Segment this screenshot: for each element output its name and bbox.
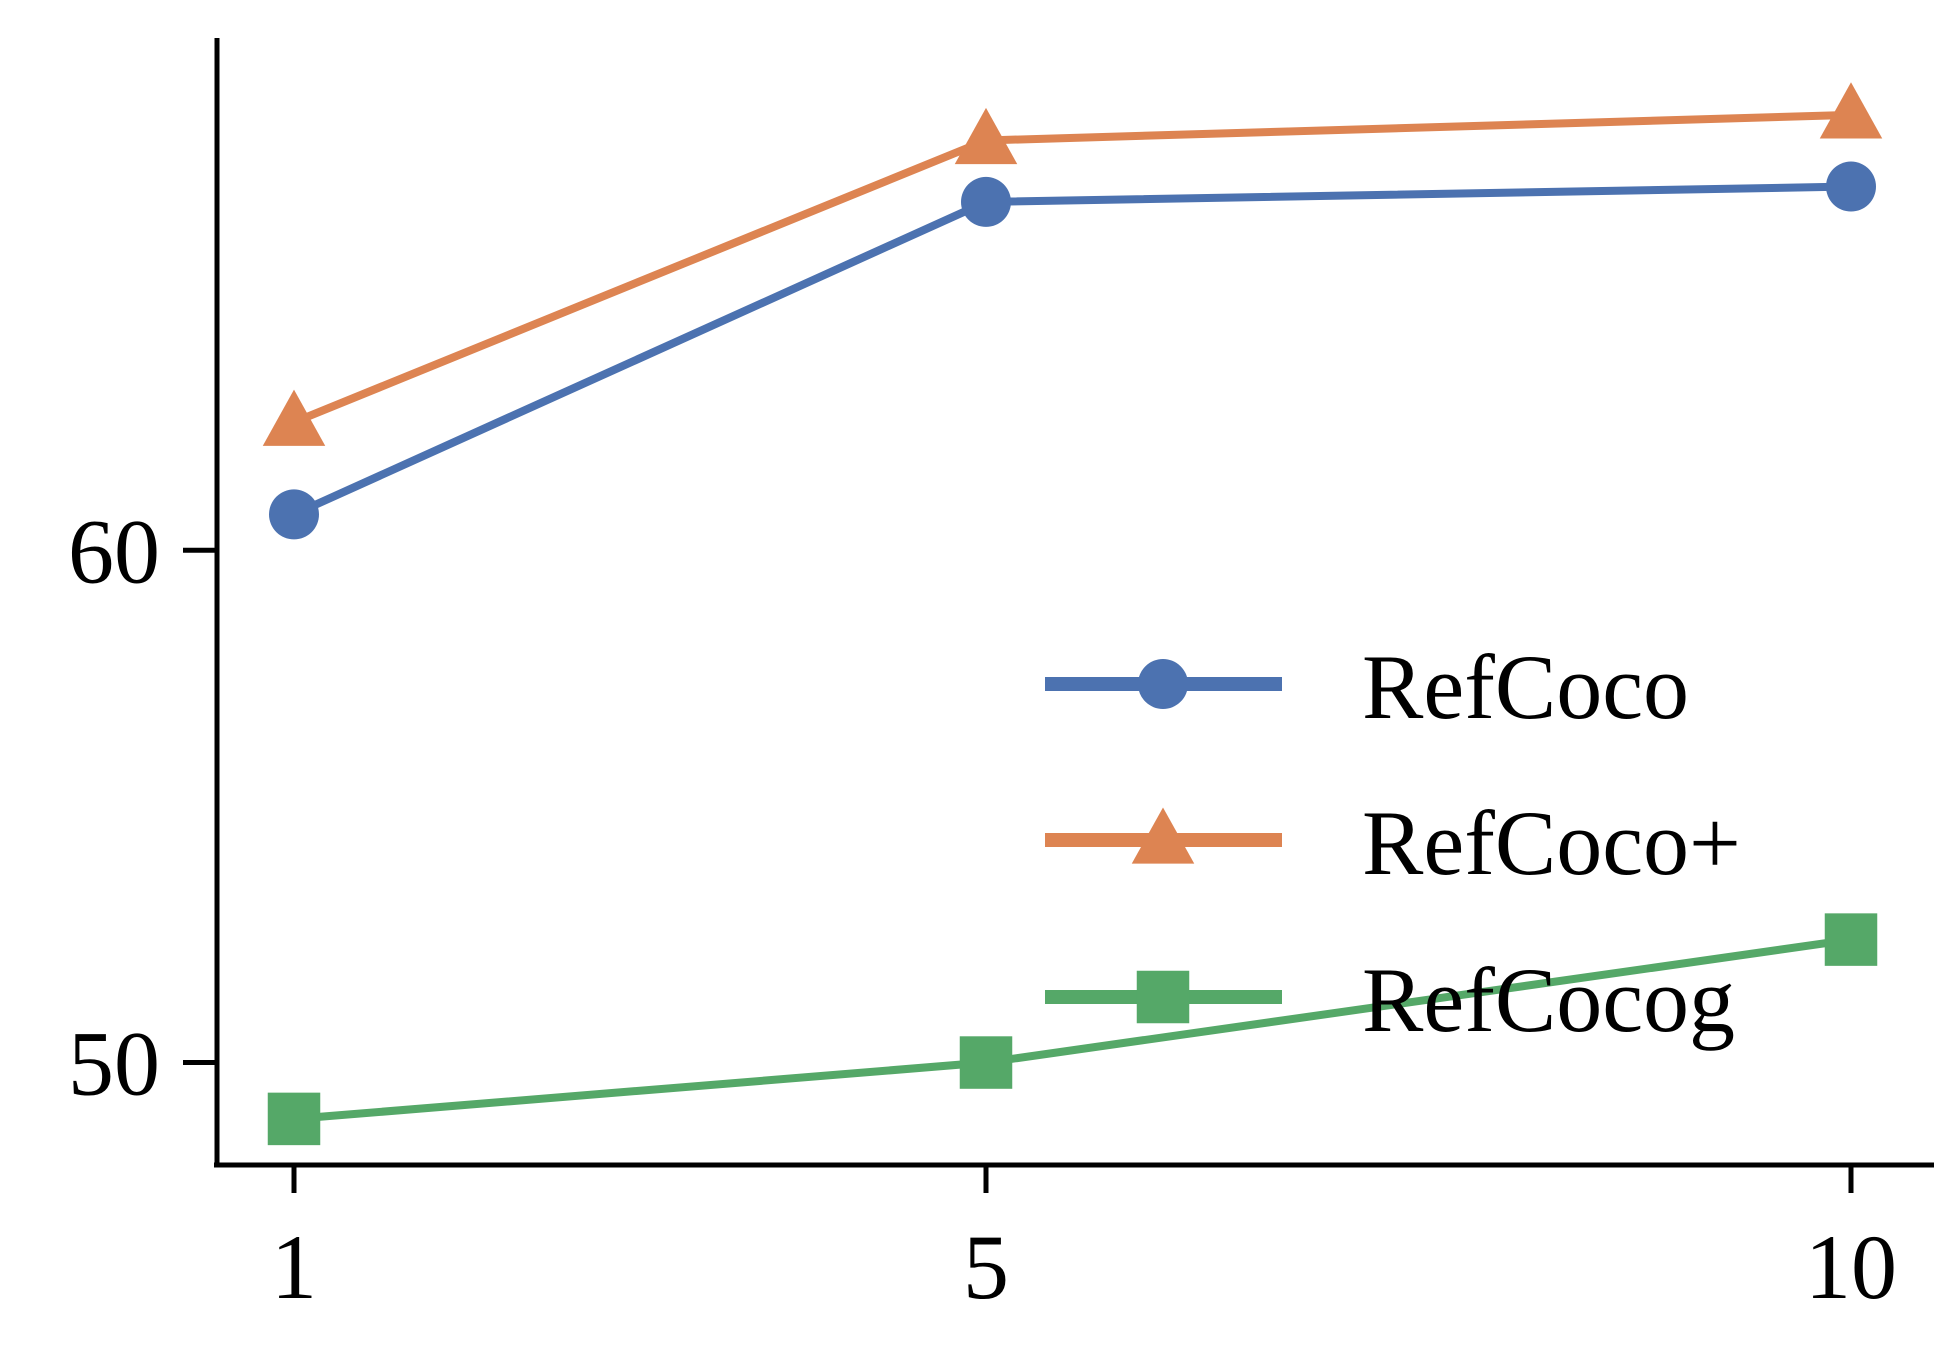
data-point-marker	[954, 107, 1018, 165]
legend-label: RefCoco+	[1362, 792, 1741, 894]
data-point-marker	[1824, 913, 1878, 966]
axes	[214, 38, 1934, 1168]
legend-item: RefCoco	[1045, 636, 1689, 738]
x-tick-label: 10	[1805, 1216, 1897, 1318]
data-point-marker	[1826, 161, 1876, 212]
x-tick-label: 5	[963, 1216, 1009, 1318]
series-refcoco-plus	[262, 82, 1883, 446]
y-ticks: 50 60	[68, 500, 217, 1115]
data-point-marker	[959, 1036, 1013, 1089]
legend-marker	[1136, 970, 1190, 1024]
data-point-marker	[1819, 82, 1883, 139]
data-point-marker	[961, 176, 1011, 227]
series-line	[292, 182, 1852, 519]
x-tick-label: 1	[271, 1216, 317, 1318]
data-point-marker	[267, 1092, 321, 1146]
series-refcocog	[267, 913, 1878, 1146]
legend-marker	[1131, 807, 1195, 864]
y-tick-label: 60	[68, 500, 160, 602]
legend-label: RefCoco	[1362, 636, 1689, 738]
x-ticks: 1 5 10	[271, 1165, 1897, 1318]
legend: RefCoco RefCoco+ RefCocog	[1045, 636, 1741, 1051]
data-point-marker	[262, 389, 326, 446]
series-refcoco	[269, 161, 1876, 540]
series-line	[292, 110, 1852, 426]
legend-label: RefCocog	[1362, 949, 1735, 1051]
legend-item: RefCocog	[1045, 949, 1735, 1051]
legend-item: RefCoco+	[1045, 792, 1741, 894]
data-point-marker	[269, 489, 319, 540]
series-layer	[262, 82, 1883, 1146]
y-tick-label: 50	[68, 1013, 160, 1115]
legend-marker	[1138, 659, 1188, 709]
